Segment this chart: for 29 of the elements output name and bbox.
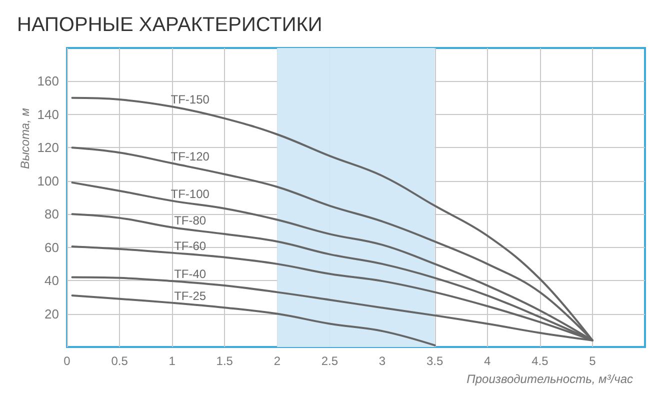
x-tick-label: 2.5 bbox=[321, 354, 338, 368]
x-tick-label: 0 bbox=[64, 354, 71, 368]
y-tick-label: 80 bbox=[44, 206, 59, 222]
series-label: TF-120 bbox=[170, 149, 210, 164]
y-tick-label: 60 bbox=[44, 240, 59, 255]
x-tick-label: 3 bbox=[378, 354, 386, 368]
y-axis-title: Высота, м bbox=[18, 108, 32, 169]
series-label: TF-80 bbox=[174, 213, 206, 228]
series-label: TF-25 bbox=[174, 288, 206, 303]
x-tick-label: 2 bbox=[274, 354, 281, 368]
x-tick-label: 4.5 bbox=[532, 354, 549, 368]
y-tick-label: 20 bbox=[44, 306, 59, 322]
x-tick-label: 4 bbox=[484, 354, 492, 368]
x-tick-label: 1 bbox=[168, 354, 176, 368]
x-axis-title: Производительность, м³/час bbox=[466, 372, 633, 386]
x-tick-label: 3.5 bbox=[426, 354, 444, 368]
y-tick-label: 140 bbox=[37, 106, 59, 122]
x-tick-label: 5 bbox=[589, 354, 596, 368]
x-tick-label: 1.5 bbox=[216, 354, 234, 368]
series-label: TF-40 bbox=[174, 267, 206, 282]
chart-title: НАПОРНЫЕ ХАРАКТЕРИСТИКИ bbox=[17, 14, 322, 36]
series-label: TF-60 bbox=[174, 238, 206, 253]
series-label: TF-100 bbox=[170, 186, 210, 201]
y-tick-label: 40 bbox=[44, 273, 59, 288]
y-tick-label: 120 bbox=[37, 140, 59, 156]
y-tick-label: 100 bbox=[37, 173, 59, 188]
series-label: TF-150 bbox=[170, 92, 210, 107]
x-tick-label: 0.5 bbox=[111, 354, 128, 368]
y-tick-label: 160 bbox=[37, 74, 59, 89]
